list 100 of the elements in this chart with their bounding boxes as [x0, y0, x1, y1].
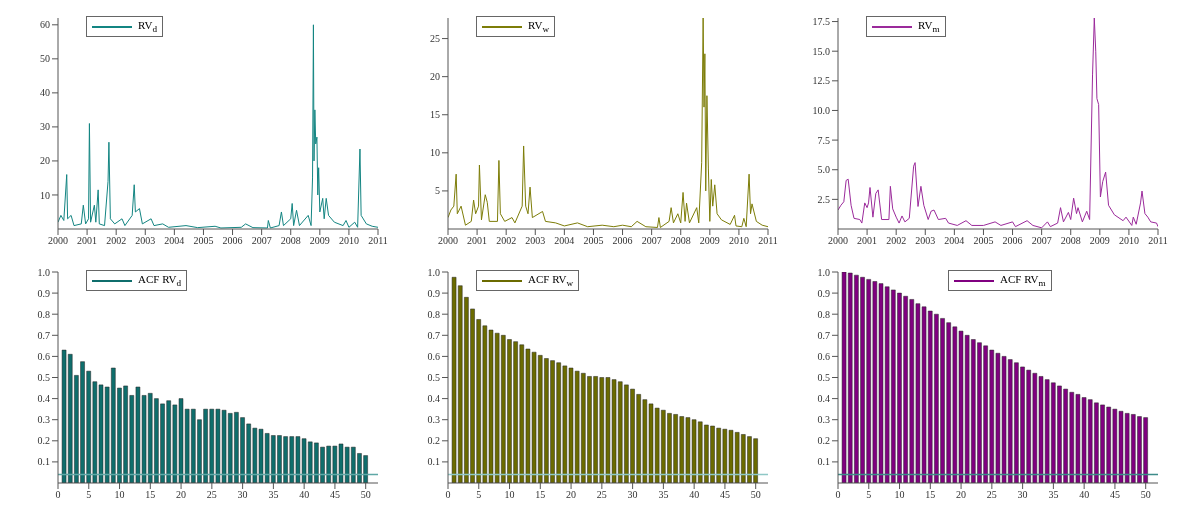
x-tick-label: 0	[445, 489, 451, 501]
x-tick-label: 50	[1140, 489, 1151, 501]
y-tick-label: 0.8	[427, 308, 440, 320]
x-tick-label: 20	[956, 489, 967, 501]
x-tick-label: 40	[299, 489, 310, 501]
y-tick-label: 0.3	[427, 414, 440, 426]
y-tick-label: 0.2	[427, 435, 440, 447]
legend-label: ACF RV$_{m}$	[1000, 273, 1046, 289]
x-tick-label: 2006	[612, 235, 633, 247]
y-tick-label: 0.4	[37, 393, 50, 405]
x-tick-label: 35	[268, 489, 279, 501]
x-tick-label: 2000	[828, 235, 848, 247]
x-tick-label: 2010	[338, 235, 359, 247]
y-tick-label: 50	[40, 53, 50, 65]
x-tick-label: 45	[329, 489, 340, 501]
y-tick-label: 0.5	[37, 372, 50, 384]
x-tick-label: 25	[206, 489, 217, 501]
y-tick-label: 0.6	[427, 350, 440, 362]
x-tick-label: 15	[535, 489, 546, 501]
x-tick-label: 2005	[583, 235, 604, 247]
y-tick-label: 0.9	[817, 287, 830, 299]
x-tick-label: 2011	[368, 235, 388, 247]
y-tick-label: 0.6	[37, 350, 50, 362]
y-tick-label: 0.1	[37, 456, 50, 468]
y-tick-label: 1.0	[427, 266, 440, 278]
x-tick-label: 2000	[438, 235, 458, 247]
x-tick-label: 2005	[973, 235, 994, 247]
x-tick-label: 2010	[1118, 235, 1139, 247]
x-tick-label: 2004	[944, 235, 965, 247]
x-tick-label: 2011	[1148, 235, 1168, 247]
x-tick-label: 25	[596, 489, 607, 501]
x-tick-label: 30	[627, 489, 638, 501]
y-tick-label: 0.5	[817, 372, 830, 384]
y-tick-label: 0.3	[817, 414, 830, 426]
x-tick-label: 2006	[222, 235, 243, 247]
y-tick-label: 0.6	[817, 350, 830, 362]
x-tick-label: 2008	[1060, 235, 1081, 247]
x-tick-label: 0	[835, 489, 841, 501]
y-tick-label: 0.7	[37, 329, 50, 341]
y-tick-label: 0.1	[427, 456, 440, 468]
x-tick-label: 2011	[758, 235, 778, 247]
y-tick-label: 60	[40, 19, 50, 31]
y-tick-label: 12.5	[812, 75, 830, 87]
y-tick-label: 0.4	[427, 393, 440, 405]
y-tick-label: 17.5	[812, 16, 830, 28]
y-tick-label: 7.5	[817, 134, 830, 146]
x-tick-label: 2002	[886, 235, 907, 247]
x-tick-label: 2008	[280, 235, 301, 247]
x-tick-label: 2009	[699, 235, 720, 247]
x-tick-label: 35	[1048, 489, 1059, 501]
y-tick-label: 0.7	[427, 329, 440, 341]
x-tick-label: 2001	[77, 235, 98, 247]
y-tick-label: 25	[430, 33, 440, 45]
x-tick-label: 5	[476, 489, 482, 501]
x-tick-label: 10	[894, 489, 905, 501]
x-tick-label: 2003	[525, 235, 546, 247]
x-tick-label: 30	[237, 489, 248, 501]
x-tick-label: 2010	[728, 235, 749, 247]
x-tick-label: 2003	[915, 235, 936, 247]
legend-label: RV$_{d}$	[138, 19, 157, 35]
y-tick-label: 0.3	[37, 414, 50, 426]
x-tick-label: 2003	[135, 235, 156, 247]
x-tick-label: 2007	[641, 235, 662, 247]
x-tick-label: 2009	[309, 235, 330, 247]
legend-label: ACF RV$_{w}$	[528, 273, 574, 289]
x-tick-label: 2005	[193, 235, 214, 247]
y-tick-label: 10	[40, 189, 50, 201]
y-tick-label: 20	[40, 155, 50, 167]
y-tick-label: 30	[40, 121, 50, 133]
x-tick-label: 25	[986, 489, 997, 501]
x-tick-label: 5	[86, 489, 92, 501]
x-tick-label: 40	[1079, 489, 1090, 501]
x-tick-label: 30	[1017, 489, 1028, 501]
x-tick-label: 45	[1109, 489, 1120, 501]
x-tick-label: 2000	[48, 235, 68, 247]
y-tick-label: 1.0	[37, 266, 50, 278]
y-tick-label: 20	[430, 71, 440, 83]
y-tick-label: 2.5	[817, 193, 830, 205]
y-tick-label: 15	[430, 109, 440, 121]
x-tick-label: 5	[866, 489, 872, 501]
x-tick-label: 2002	[496, 235, 517, 247]
x-tick-label: 35	[658, 489, 669, 501]
y-tick-label: 10	[430, 147, 440, 159]
y-tick-label: 1.0	[817, 266, 830, 278]
x-tick-label: 2001	[467, 235, 488, 247]
y-tick-label: 5.0	[817, 164, 830, 176]
legend-label: ACF RV$_{d}$	[138, 273, 182, 289]
legend-label: RV$_{m}$	[918, 19, 940, 35]
x-tick-label: 2004	[554, 235, 575, 247]
x-tick-label: 2004	[164, 235, 185, 247]
x-tick-label: 2002	[106, 235, 127, 247]
y-tick-label: 0.8	[817, 308, 830, 320]
x-tick-label: 15	[925, 489, 936, 501]
y-tick-label: 0.5	[427, 372, 440, 384]
x-tick-label: 40	[689, 489, 700, 501]
y-tick-label: 0.4	[817, 393, 830, 405]
x-tick-label: 0	[55, 489, 61, 501]
y-tick-label: 15.0	[812, 45, 830, 57]
x-tick-label: 20	[566, 489, 577, 501]
y-tick-label: 0.2	[817, 435, 830, 447]
